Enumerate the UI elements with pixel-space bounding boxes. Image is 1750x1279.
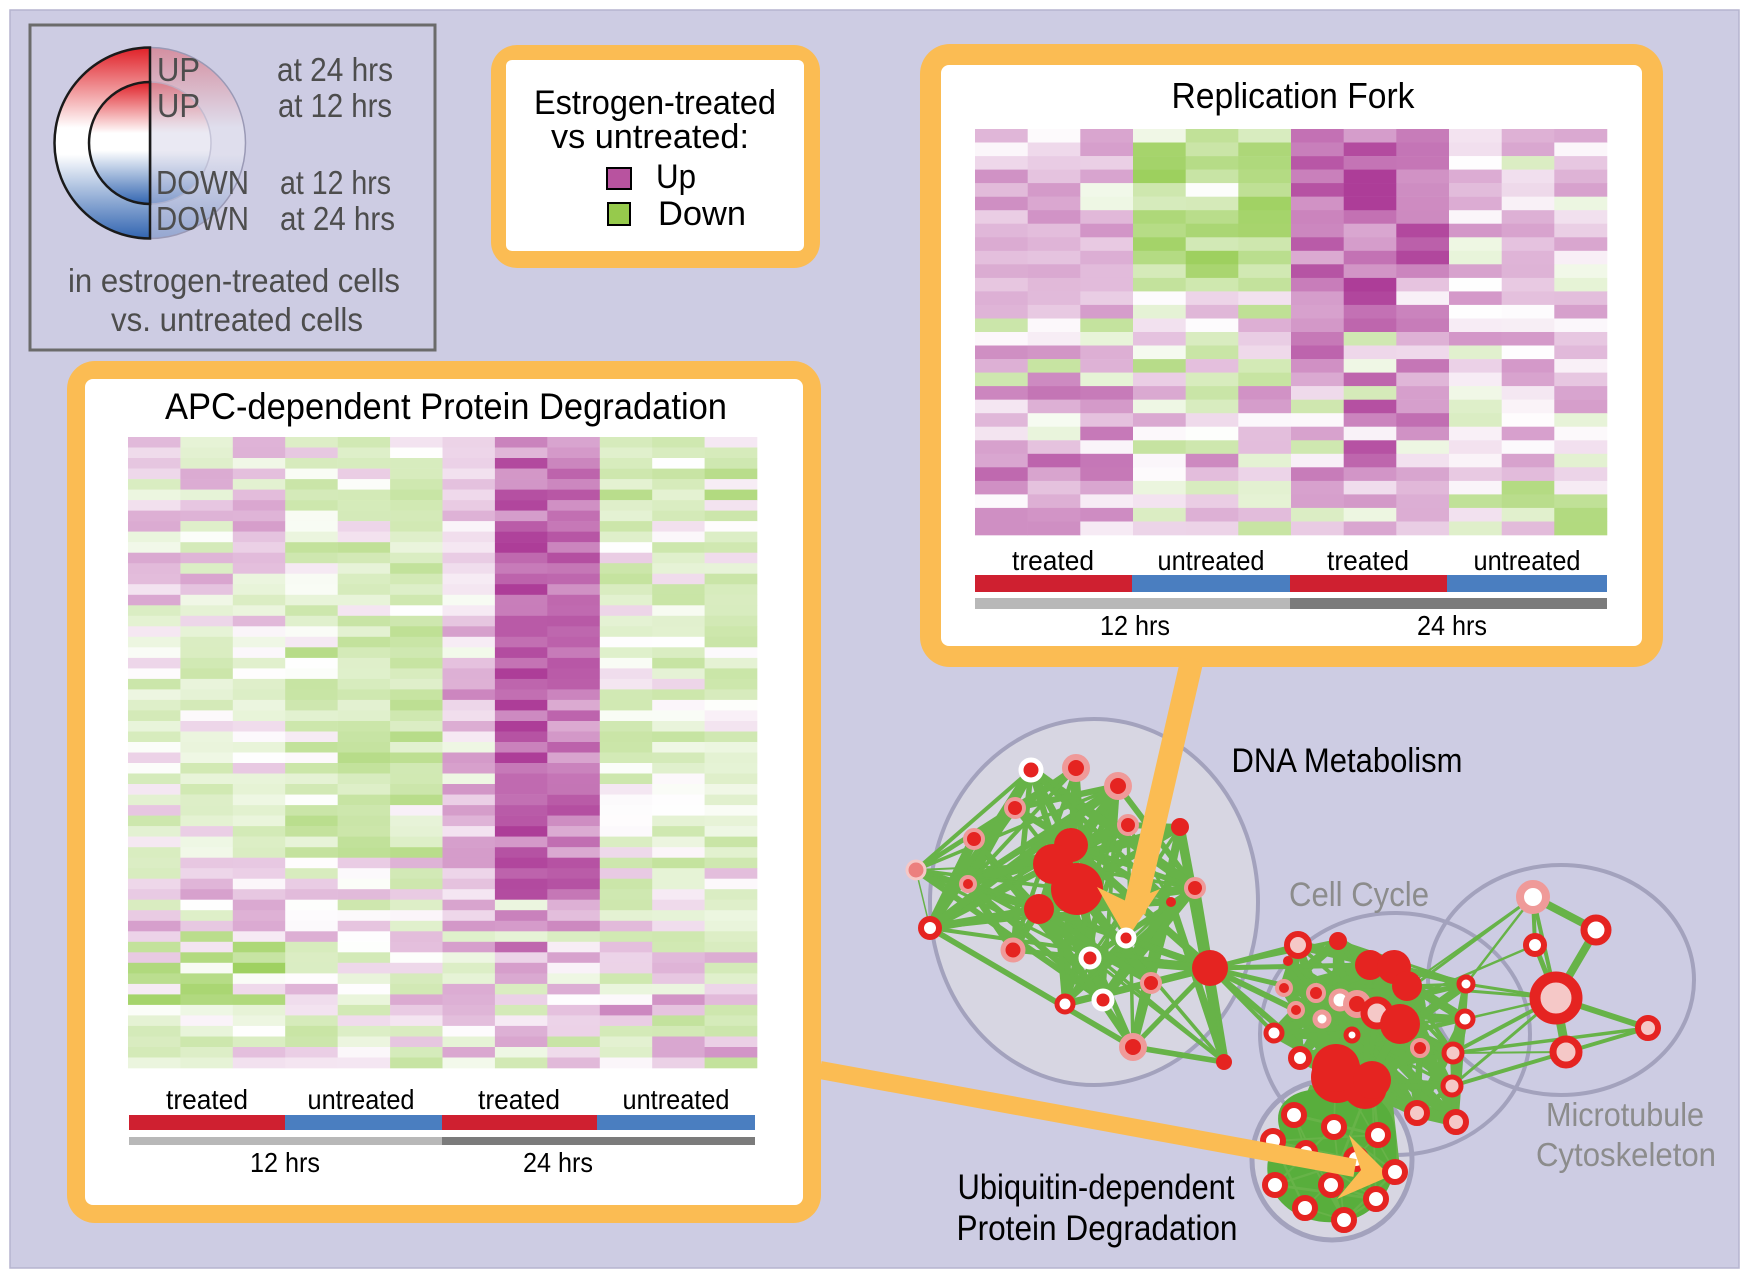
svg-text:Protein Degradation: Protein Degradation (957, 1209, 1238, 1248)
svg-text:Replication Fork: Replication Fork (1172, 75, 1416, 116)
svg-text:24 hrs: 24 hrs (1417, 610, 1487, 641)
svg-text:12 hrs: 12 hrs (1100, 610, 1170, 641)
svg-text:at 12 hrs: at 12 hrs (280, 164, 391, 201)
svg-text:12 hrs: 12 hrs (250, 1147, 320, 1178)
svg-text:vs. untreated cells: vs. untreated cells (111, 301, 363, 338)
svg-text:treated: treated (478, 1084, 560, 1115)
svg-text:at 24 hrs: at 24 hrs (277, 51, 393, 88)
svg-text:treated: treated (1327, 545, 1409, 576)
svg-text:24 hrs: 24 hrs (523, 1147, 593, 1178)
svg-text:Down: Down (658, 195, 746, 233)
svg-text:in estrogen-treated cells: in estrogen-treated cells (68, 262, 400, 299)
svg-text:Cell Cycle: Cell Cycle (1289, 876, 1429, 914)
svg-text:Up: Up (656, 158, 696, 196)
svg-text:at 24 hrs: at 24 hrs (280, 200, 395, 237)
svg-text:untreated: untreated (1158, 545, 1265, 576)
svg-text:Ubiquitin-dependent: Ubiquitin-dependent (958, 1168, 1235, 1207)
svg-text:DNA Metabolism: DNA Metabolism (1232, 742, 1463, 780)
svg-text:UP: UP (157, 87, 200, 124)
svg-text:DOWN: DOWN (156, 200, 249, 237)
svg-text:untreated: untreated (1474, 545, 1581, 576)
svg-text:untreated: untreated (308, 1084, 415, 1115)
svg-text:Microtubule: Microtubule (1546, 1096, 1704, 1133)
svg-text:at 12 hrs: at 12 hrs (278, 87, 392, 124)
svg-text:Cytoskeleton: Cytoskeleton (1536, 1136, 1716, 1173)
svg-text:treated: treated (1012, 545, 1094, 576)
svg-text:Estrogen-treated: Estrogen-treated (534, 84, 776, 122)
svg-text:treated: treated (166, 1084, 248, 1115)
svg-text:DOWN: DOWN (156, 164, 249, 201)
svg-text:UP: UP (157, 51, 200, 88)
svg-text:untreated: untreated (623, 1084, 730, 1115)
svg-text:APC-dependent Protein Degradat: APC-dependent Protein Degradation (165, 386, 727, 427)
svg-text:vs untreated:: vs untreated: (551, 118, 749, 156)
